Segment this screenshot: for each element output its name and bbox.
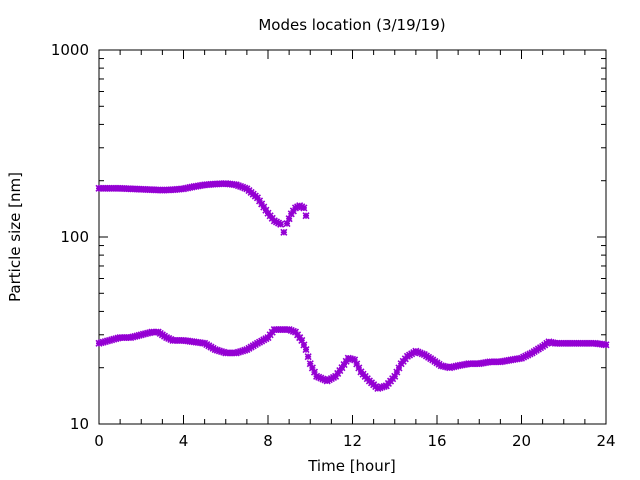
x-tick-label: 24 [596, 432, 615, 450]
data-point [353, 360, 361, 368]
series-1 [95, 180, 310, 236]
x-tick-label: 12 [343, 432, 362, 450]
data-point [351, 356, 359, 364]
data-point [395, 364, 403, 372]
data-point [304, 353, 312, 361]
data-point [167, 335, 175, 343]
data-point [310, 368, 319, 376]
data-point [319, 375, 327, 383]
data-point [391, 372, 399, 380]
data-point [306, 360, 314, 368]
x-tick-label: 0 [94, 432, 104, 450]
x-tick-label: 16 [427, 432, 446, 450]
y-tick-labels: 10 100 1000 [51, 41, 89, 433]
y-tick-label: 10 [70, 415, 89, 433]
data-point [300, 204, 308, 212]
data-points [95, 180, 610, 392]
y-tick-label: 1000 [51, 41, 89, 59]
data-point [298, 336, 306, 344]
data-point [287, 326, 295, 334]
y-tick-label: 100 [60, 228, 89, 246]
y-axis-label: Particle size [nm] [6, 172, 24, 302]
data-point [321, 376, 329, 384]
axis-ticks [98, 50, 607, 425]
data-point [418, 350, 426, 358]
data-point [416, 349, 424, 357]
data-point [393, 368, 401, 376]
series-2 [95, 325, 610, 392]
data-point [317, 374, 325, 382]
data-point [414, 348, 422, 356]
data-point [277, 220, 285, 228]
data-point [313, 372, 321, 380]
chart-title: Modes location (3/19/19) [258, 16, 445, 34]
data-point [308, 364, 316, 372]
data-point [163, 333, 171, 342]
data-point [285, 325, 293, 334]
x-tick-label: 8 [263, 432, 273, 450]
data-point [285, 215, 293, 223]
x-tick-label: 20 [512, 432, 531, 450]
data-point [280, 228, 288, 236]
data-point [289, 327, 297, 335]
x-tick-labels: 0 4 8 12 16 20 24 [94, 432, 615, 450]
data-point [315, 373, 323, 381]
data-point [302, 346, 310, 354]
data-point [302, 212, 310, 220]
data-point [355, 364, 363, 372]
data-point [412, 347, 420, 355]
plot-frame [98, 49, 607, 425]
x-axis-label: Time [hour] [307, 457, 396, 475]
data-point [300, 341, 308, 349]
data-point [165, 334, 173, 343]
data-point [283, 219, 291, 228]
data-point [602, 341, 610, 349]
x-tick-label: 4 [179, 432, 189, 450]
